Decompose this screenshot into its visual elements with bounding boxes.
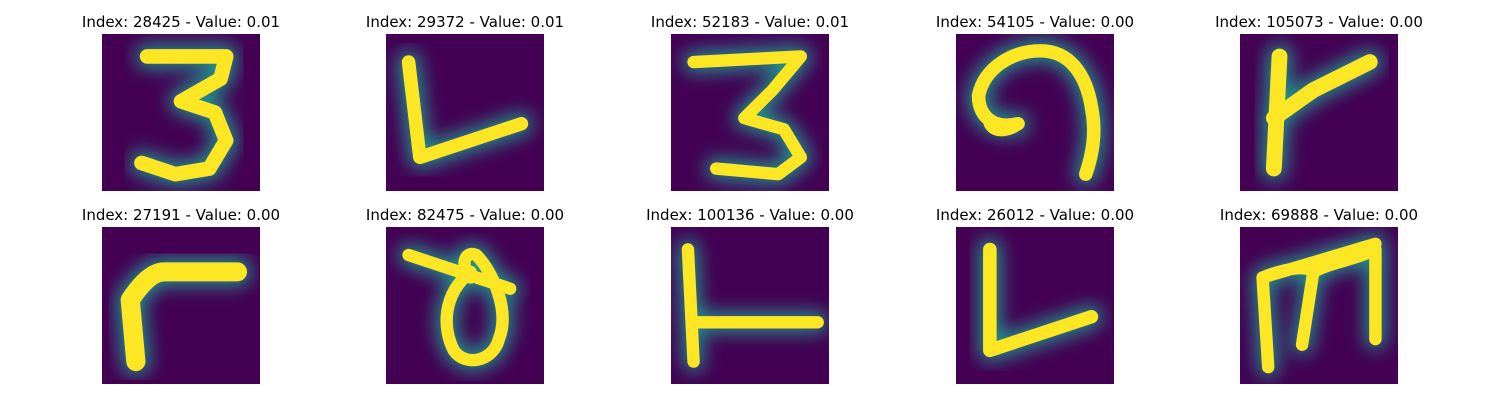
digit-3-image — [671, 34, 829, 191]
panel-title: Index: 100136 - Value: 0.00 — [646, 206, 854, 224]
panel-title: Index: 26012 - Value: 0.00 — [935, 206, 1135, 224]
sample-panel-8: Index: 100136 - Value: 0.00 — [640, 206, 860, 396]
panel-title: Index: 54105 - Value: 0.00 — [935, 13, 1135, 31]
letter-m-image — [1240, 227, 1398, 384]
sample-panel-4: Index: 54105 - Value: 0.00 — [925, 13, 1145, 203]
panel-title: Index: 28425 - Value: 0.01 — [81, 13, 281, 31]
panel-title: Index: 29372 - Value: 0.01 — [365, 13, 565, 31]
curl-glyph-image — [956, 34, 1114, 191]
sample-panel-1: Index: 28425 - Value: 0.01 — [71, 13, 291, 203]
letter-k-image — [1240, 34, 1398, 191]
letter-l-image — [386, 34, 544, 191]
panel-title: Index: 82475 - Value: 0.00 — [365, 206, 565, 224]
sample-panel-10: Index: 69888 - Value: 0.00 — [1209, 206, 1429, 396]
sample-panel-5: Index: 105073 - Value: 0.00 — [1209, 13, 1429, 203]
sample-panel-6: Index: 27191 - Value: 0.00 — [71, 206, 291, 396]
sample-panel-2: Index: 29372 - Value: 0.01 — [355, 13, 575, 203]
panel-title: Index: 69888 - Value: 0.00 — [1219, 206, 1419, 224]
sample-panel-7: Index: 82475 - Value: 0.00 — [355, 206, 575, 396]
sample-panel-9: Index: 26012 - Value: 0.00 — [925, 206, 1145, 396]
letter-l-image — [671, 227, 829, 384]
panel-title: Index: 105073 - Value: 0.00 — [1215, 13, 1423, 31]
sample-panel-3: Index: 52183 - Value: 0.01 — [640, 13, 860, 203]
letter-d-image — [386, 227, 544, 384]
panel-title: Index: 27191 - Value: 0.00 — [81, 206, 281, 224]
letter-l-image — [956, 227, 1114, 384]
digit-3-image — [102, 34, 260, 191]
panel-title: Index: 52183 - Value: 0.01 — [650, 13, 850, 31]
letter-r-image — [102, 227, 260, 384]
